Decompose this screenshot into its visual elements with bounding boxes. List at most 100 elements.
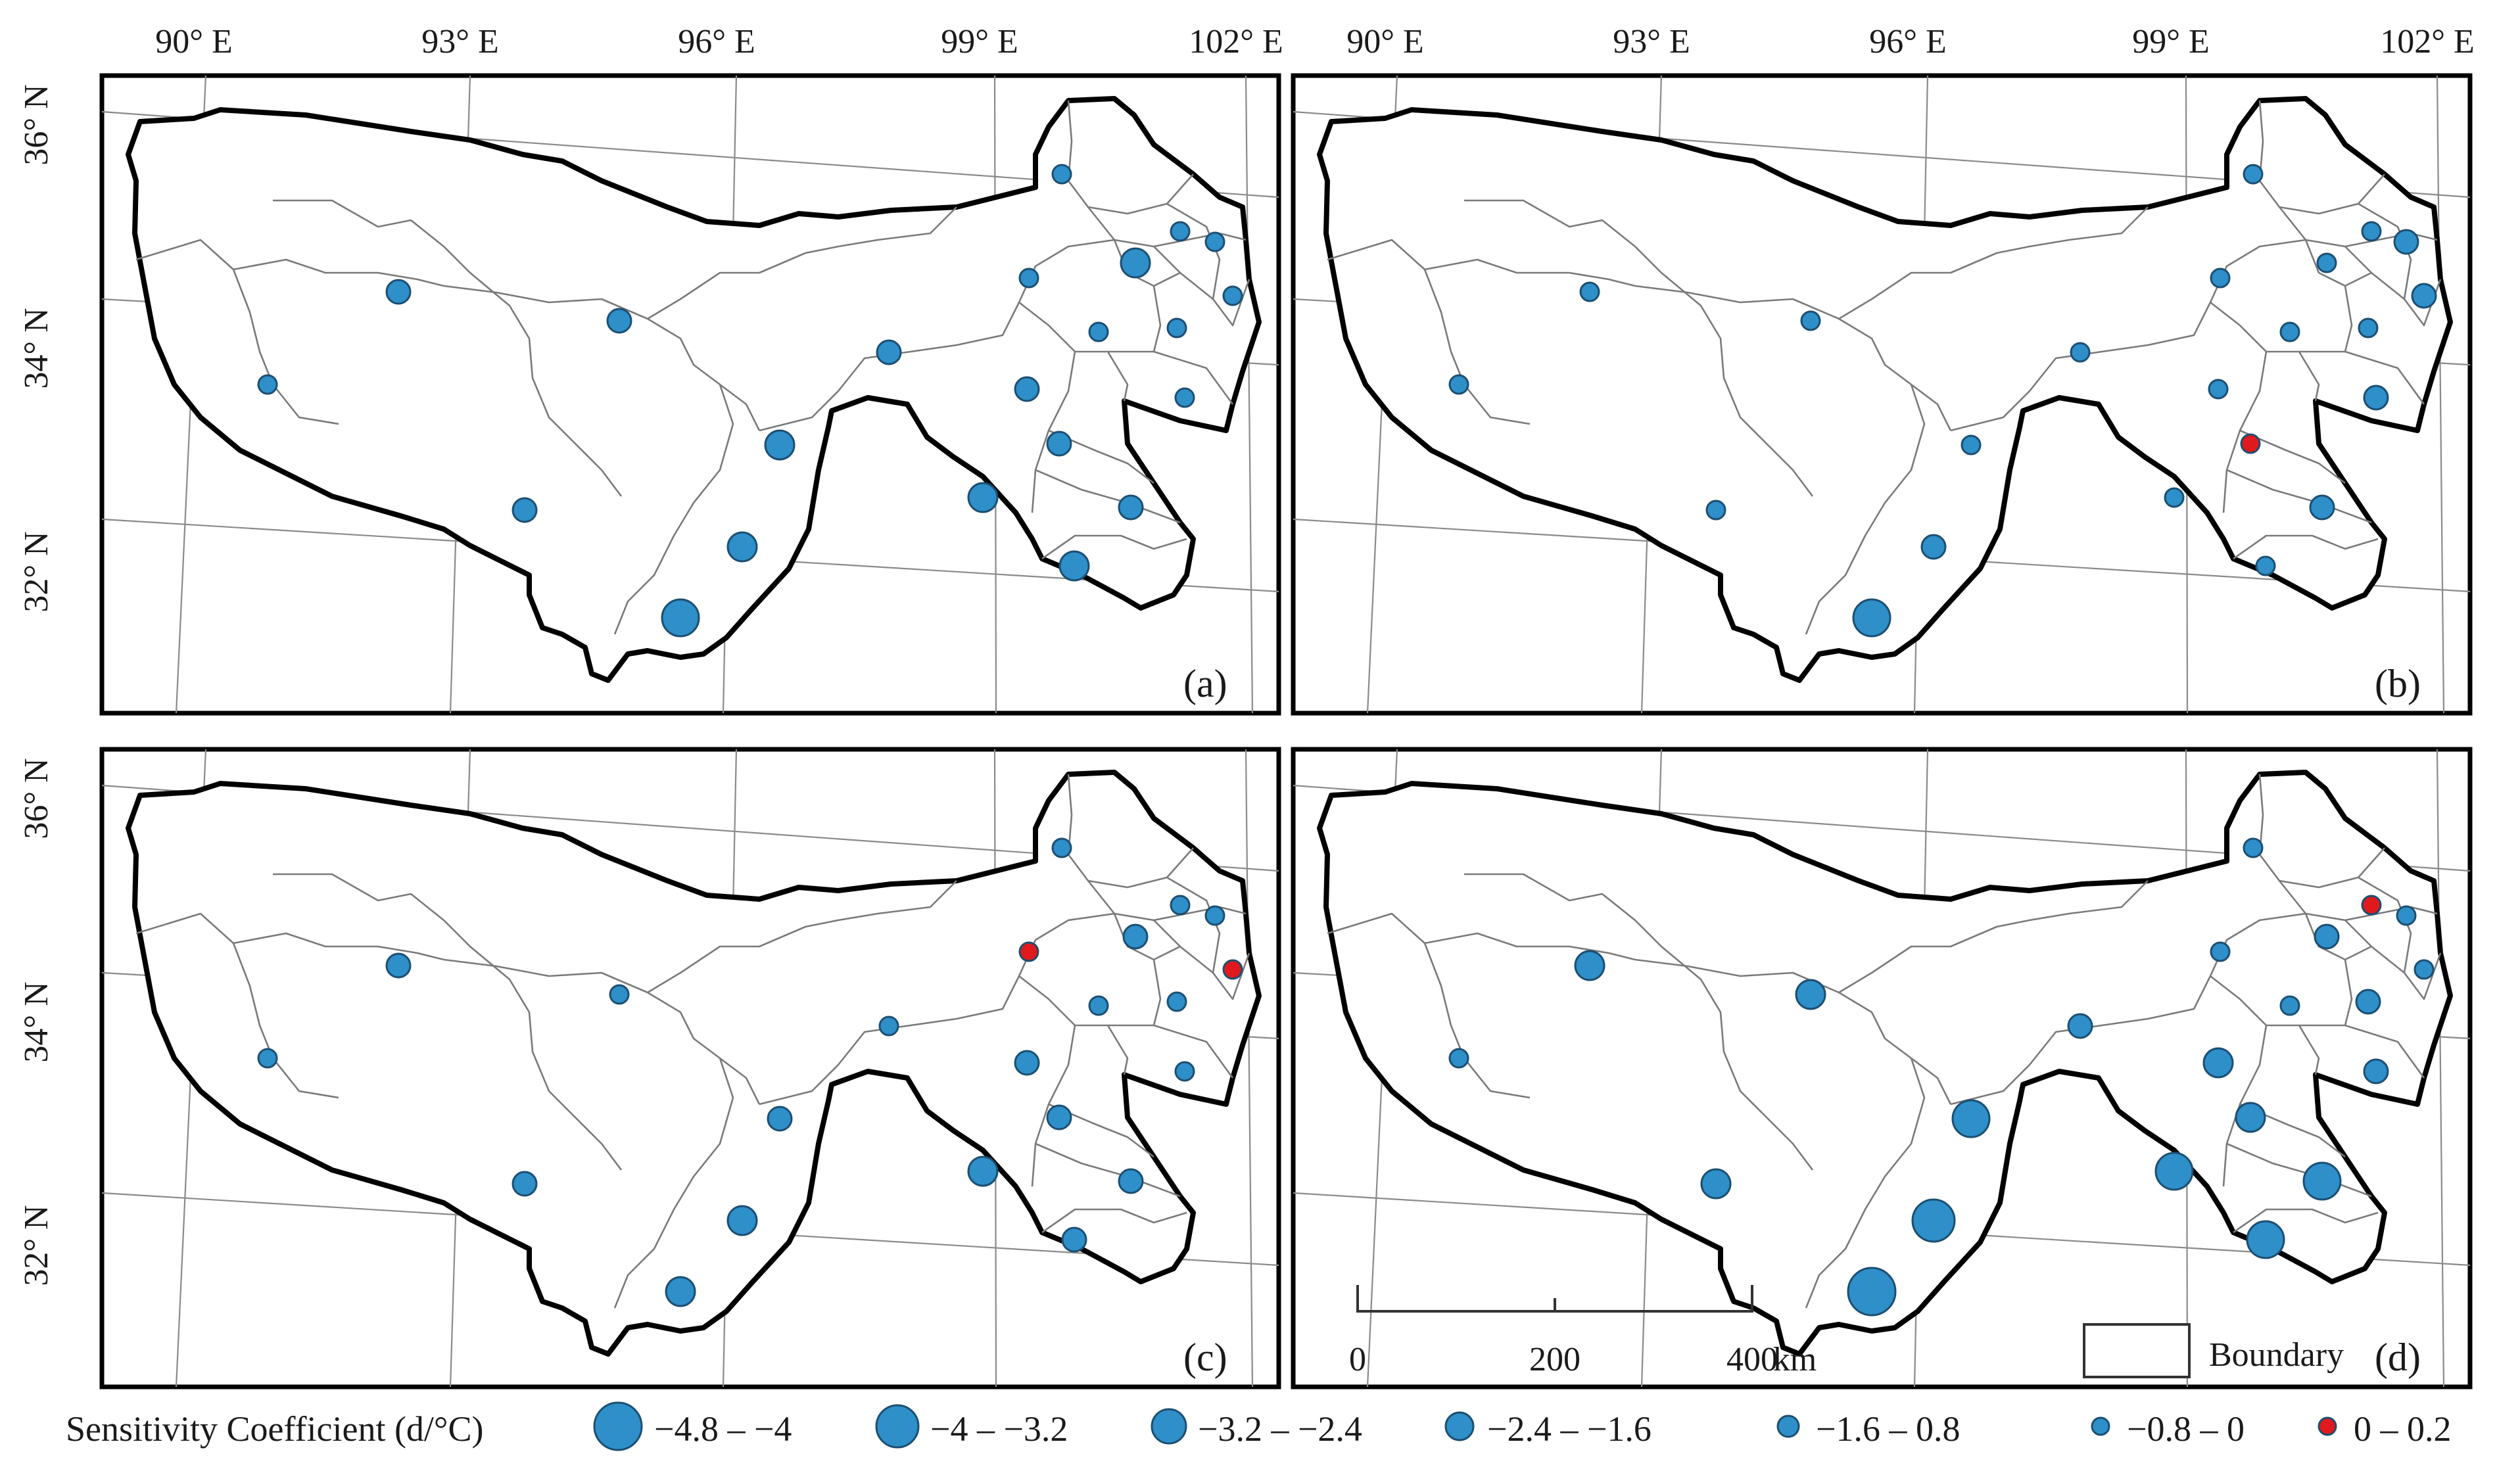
station-marker [661, 598, 700, 638]
station-marker [2358, 317, 2379, 339]
station-marker [609, 984, 630, 1005]
station-marker [1170, 221, 1191, 242]
station-marker [1014, 376, 1040, 402]
station-marker [1174, 1061, 1195, 1082]
study-region [126, 96, 1262, 683]
station-marker [2396, 905, 2417, 926]
station-marker [1204, 231, 1225, 252]
station-marker [1166, 991, 1187, 1012]
station-marker [2243, 837, 2264, 858]
station-marker [2255, 555, 2276, 576]
station-marker [385, 952, 412, 979]
lon-tick-label: 93° E [421, 23, 499, 60]
station-marker [2361, 221, 2382, 242]
legend-symbol [2318, 1416, 2337, 1436]
lat-tick-label: 34° N [18, 308, 55, 388]
station-marker [764, 429, 796, 461]
stations [1448, 837, 2435, 1317]
stations [257, 164, 1243, 638]
station-marker [1014, 1050, 1040, 1076]
legend-symbol [2091, 1416, 2110, 1436]
sub-basin-boundaries [1327, 100, 2442, 635]
sub-basin-boundaries [135, 774, 1250, 1309]
station-marker [2202, 1047, 2234, 1079]
lon-tick-label: 99° E [941, 23, 1018, 60]
legend-symbol [1776, 1414, 1800, 1438]
station-marker [257, 1048, 278, 1069]
scale-unit-label: km [1773, 1341, 1817, 1378]
station-marker [1170, 895, 1191, 916]
scale-tick-label: 400 [1726, 1341, 1778, 1378]
legend-title: Sensitivity Coefficient (d/°C) [66, 1409, 484, 1449]
boundary-label: Boundary [2209, 1336, 2344, 1374]
station-marker [967, 482, 999, 513]
legend-label: −4.8 – −4 [654, 1409, 792, 1449]
station-marker [1204, 905, 1225, 926]
station-marker [511, 1171, 538, 1197]
legend-label: −2.4 – −1.6 [1487, 1409, 1652, 1449]
station-marker [726, 1205, 758, 1236]
stations [257, 837, 1243, 1307]
station-marker [2246, 1220, 2285, 1259]
station-marker [2363, 1058, 2389, 1085]
panel-a: (a) [99, 73, 1281, 716]
station-marker [1961, 434, 1982, 455]
station-marker [2355, 989, 2381, 1015]
station-marker [1058, 550, 1090, 582]
station-marker [1118, 494, 1144, 521]
station-marker [257, 374, 278, 395]
lon-tick-label: 102° E [1189, 23, 1283, 60]
station-marker [2243, 164, 2264, 185]
station-marker [2314, 923, 2340, 950]
station-marker [878, 1016, 899, 1037]
station-marker [665, 1276, 696, 1307]
lon-tick-label: 102° E [2380, 23, 2475, 60]
study-region [1317, 770, 2453, 1357]
sub-basin-boundaries [135, 100, 1250, 635]
legend-label: −4 – −3.2 [930, 1409, 1068, 1449]
lon-tick-label: 99° E [2132, 23, 2210, 60]
station-marker [1448, 374, 1469, 395]
station-marker [1448, 1048, 1469, 1069]
study-region [126, 770, 1262, 1357]
station-marker [1174, 387, 1195, 408]
panel-c: (c) [99, 747, 1281, 1389]
station-marker [2070, 342, 2091, 363]
station-marker [2413, 959, 2435, 980]
station-marker [767, 1106, 793, 1132]
station-marker [385, 279, 412, 305]
study-region [1317, 96, 2453, 683]
sensitivity-legend: Sensitivity Coefficient (d/°C) −4.8 – −4… [66, 1401, 2452, 1451]
legend-symbol [875, 1404, 920, 1449]
legend-label: −0.8 – 0 [2127, 1409, 2245, 1449]
lat-tick-label: 36° N [18, 758, 55, 839]
station-marker [1795, 979, 1826, 1010]
station-marker [1222, 959, 1243, 980]
station-marker [511, 497, 538, 523]
panel-d: 0 200 400 km Boundary (d) [1291, 747, 2473, 1389]
station-marker [876, 339, 902, 365]
panel-letter: (b) [2375, 662, 2421, 705]
station-marker [2210, 941, 2231, 962]
station-marker [1222, 285, 1243, 306]
station-marker [2363, 385, 2389, 411]
station-marker [2208, 379, 2229, 400]
station-marker [2210, 268, 2231, 289]
station-marker [1088, 321, 1109, 342]
station-marker [606, 308, 632, 334]
station-marker [1700, 1168, 1732, 1200]
station-marker [1122, 923, 1149, 950]
lon-tick-label: 90° E [155, 23, 233, 60]
station-marker [1166, 317, 1187, 339]
station-marker [2302, 1161, 2342, 1201]
boundary-legend: Boundary [2083, 1323, 2344, 1378]
station-marker [1951, 1099, 1991, 1138]
panel-letter: (c) [1183, 1336, 1227, 1379]
scale-bar: 0 200 400 km [1349, 1285, 1817, 1378]
station-marker [726, 531, 758, 563]
longitude-labels-top: 90° E 93° E 96° E 99° E 102° E 90° E 93°… [155, 23, 2475, 60]
station-marker [1847, 1267, 1897, 1317]
panel-letter: (d) [2375, 1336, 2421, 1379]
latitude-labels-left: 36° N 34° N 32° N 36° N 34° N 32° N [18, 84, 55, 1286]
station-marker [2240, 433, 2261, 454]
